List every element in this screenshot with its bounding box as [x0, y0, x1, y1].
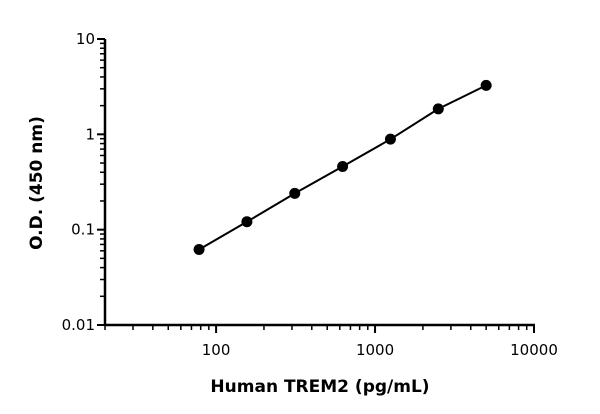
y-axis-title: O.D. (450 nm): [27, 116, 47, 250]
y-tick-label: 10: [76, 30, 95, 48]
x-tick-label: 1000: [356, 341, 394, 359]
y-tick-label: 0.01: [62, 316, 95, 334]
data-point: [432, 103, 444, 115]
y-tick-label: 1: [85, 125, 95, 143]
x-tick-label: 100: [202, 341, 231, 359]
data-point: [289, 187, 301, 199]
x-tick-label: 10000: [510, 341, 558, 359]
data-point: [241, 216, 253, 228]
data-point: [384, 133, 396, 145]
data-marks: [193, 79, 492, 255]
data-point: [337, 160, 349, 172]
y-tick-label: 0.1: [71, 221, 95, 239]
x-axis-title: Human TREM2 (pg/mL): [210, 377, 429, 397]
data-point: [193, 243, 205, 255]
axes: 100 1000 10000 0.01 0.1 1 10: [62, 30, 558, 359]
data-point: [480, 79, 492, 91]
